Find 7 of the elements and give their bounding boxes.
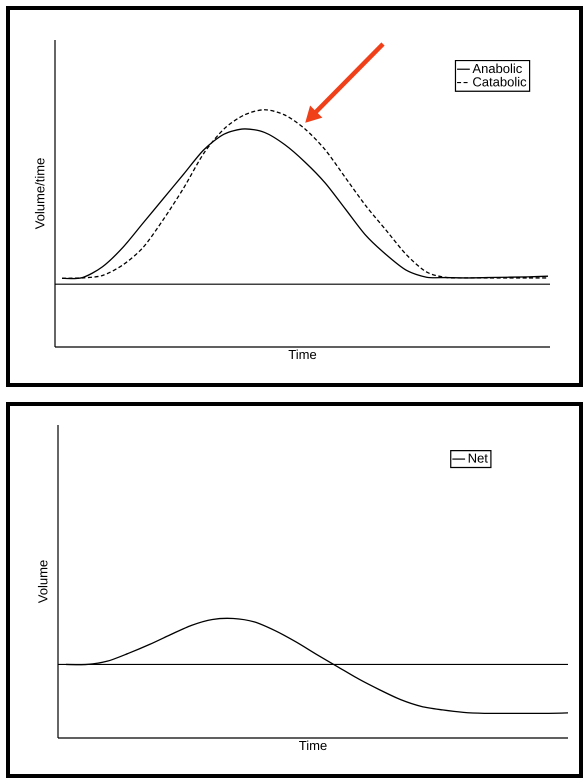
y-axis-title: Volume/time [34,158,44,230]
legend-label: Net [468,454,488,463]
x-axis-title: Time [288,350,316,360]
legend-label: Anabolic [472,64,522,74]
y-axis-title: Volume [38,560,48,604]
legend-label: Catabolic [473,76,526,86]
x-axis-title: Time [299,740,327,750]
